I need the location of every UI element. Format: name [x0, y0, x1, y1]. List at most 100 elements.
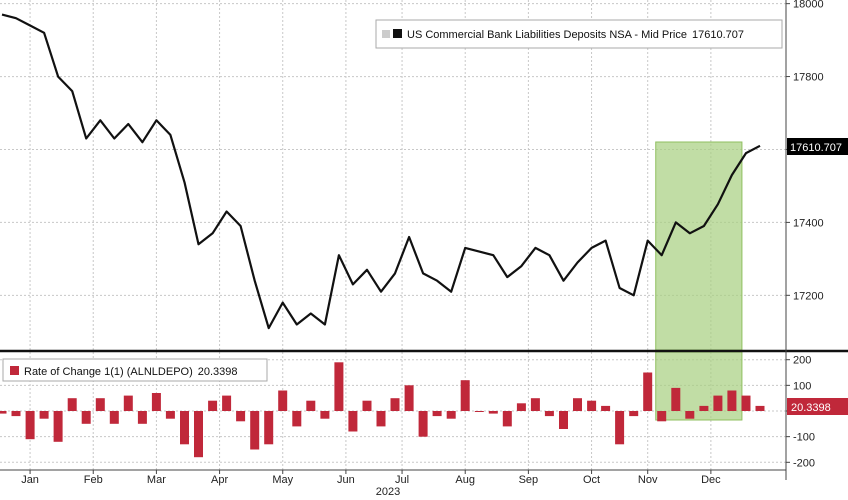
y-tick-label: 17200 — [793, 290, 824, 302]
x-tick-label: May — [272, 474, 293, 486]
y-tick-label: -200 — [793, 457, 815, 469]
roc-bar — [11, 411, 21, 417]
roc-bar — [264, 411, 274, 445]
last-value-tag-top-box — [787, 138, 848, 155]
roc-bar — [53, 411, 63, 442]
roc-bar — [432, 411, 442, 417]
roc-bar — [348, 411, 358, 432]
roc-bar — [755, 405, 765, 411]
legend-bottom-box — [2, 358, 268, 382]
roc-bar — [39, 411, 49, 419]
last-value-tag-top: 17610.707 — [787, 138, 848, 155]
roc-bar — [699, 405, 709, 411]
y-tick-label: 200 — [793, 355, 811, 367]
roc-bar — [81, 411, 91, 424]
x-tick-label: Sep — [519, 474, 539, 486]
legend-bottom-label: Rate of Change 1(1) (ALNLDEPO) 20.3398 — [24, 366, 238, 378]
x-axis: Jan Feb Mar Apr May Jun Jul Aug Sep Oct Nov Dec — [21, 470, 721, 486]
roc-bar — [151, 393, 161, 411]
roc-bar — [671, 387, 681, 411]
roc-bar — [488, 411, 498, 414]
roc-bar — [25, 411, 35, 440]
roc-bar — [685, 411, 695, 419]
roc-bar — [502, 411, 512, 427]
roc-bar — [474, 411, 484, 412]
roc-bar — [573, 398, 582, 411]
roc-bar — [544, 411, 554, 417]
roc-bar — [208, 400, 218, 411]
roc-bar — [615, 411, 625, 445]
roc-bars — [0, 362, 765, 458]
last-value-tag-top-text: 17610.707 — [790, 142, 842, 154]
roc-bar — [530, 398, 540, 411]
legend-top: US Commercial Bank Liabilities Deposits … — [375, 19, 783, 49]
roc-bar — [643, 372, 653, 411]
roc-bar — [601, 405, 611, 411]
roc-bar — [587, 400, 597, 411]
roc-bar — [320, 411, 330, 419]
last-value-tag-bottom-box — [787, 398, 848, 415]
y-tick-label: 17400 — [793, 217, 824, 229]
roc-bar — [165, 411, 175, 419]
roc-bar — [137, 411, 147, 424]
roc-bar — [250, 411, 260, 450]
roc-bar — [460, 380, 470, 411]
roc-bar — [292, 411, 302, 427]
roc-bar — [446, 411, 456, 419]
y-tick-label: 17800 — [793, 72, 824, 84]
roc-bar — [516, 403, 526, 411]
roc-bar — [376, 411, 386, 427]
legend-top-swatch — [393, 29, 402, 38]
y-tick-label: -100 — [793, 432, 815, 444]
x-tick-label: Oct — [583, 474, 600, 486]
roc-bar — [180, 411, 189, 445]
x-tick-label: Jun — [337, 474, 355, 486]
last-value-tag-bottom: 20.3398 — [787, 398, 848, 415]
roc-bar — [278, 390, 288, 411]
roc-bar — [362, 400, 372, 411]
x-tick-label: Mar — [147, 474, 166, 486]
roc-bar — [741, 395, 751, 411]
y-tick-label: 18000 — [793, 0, 824, 11]
last-value-tag-bottom-text: 20.3398 — [791, 402, 831, 414]
roc-bar — [657, 411, 667, 422]
x-tick-label: Jul — [395, 474, 409, 486]
roc-bar — [404, 385, 414, 411]
legend-top-label: US Commercial Bank Liabilities Deposits … — [407, 29, 744, 41]
legend-top-series-name: US Commercial Bank Liabilities Deposits … — [407, 29, 687, 41]
roc-bar — [0, 411, 7, 414]
roc-bar — [194, 411, 203, 458]
roc-bar — [236, 411, 246, 422]
roc-bar — [306, 400, 316, 411]
x-tick-label: Aug — [455, 474, 475, 486]
x-tick-label: Apr — [211, 474, 228, 486]
x-tick-label: Dec — [701, 474, 721, 486]
highlight-region-top — [655, 141, 743, 351]
legend-top-box — [375, 19, 783, 49]
legend-bottom-value: 20.3398 — [198, 366, 238, 378]
x-tick-label: Feb — [84, 474, 103, 486]
x-tick-label: Jan — [21, 474, 39, 486]
legend-top-value: 17610.707 — [692, 29, 744, 41]
y-tick-label: 100 — [793, 380, 811, 392]
deposits-line — [1, 13, 761, 330]
roc-bar — [123, 395, 133, 411]
roc-bar — [222, 395, 232, 411]
legend-bottom-series-name: Rate of Change 1(1) (ALNLDEPO) — [24, 366, 193, 378]
x-tick-label: Nov — [638, 474, 658, 486]
legend-top-swatch-outer — [382, 30, 390, 38]
roc-bar — [713, 395, 723, 411]
year-label: 2023 — [376, 486, 400, 498]
roc-bar — [727, 390, 737, 411]
roc-bar — [334, 362, 344, 411]
roc-bar — [418, 411, 428, 437]
legend-bottom-swatch — [10, 366, 19, 375]
roc-bar — [109, 411, 119, 424]
roc-bar — [67, 398, 77, 411]
roc-bar — [95, 398, 105, 411]
legend-bottom: Rate of Change 1(1) (ALNLDEPO) 20.3398 — [2, 358, 268, 382]
roc-bar — [629, 411, 639, 417]
roc-bar — [390, 398, 400, 411]
roc-bar — [559, 411, 568, 429]
